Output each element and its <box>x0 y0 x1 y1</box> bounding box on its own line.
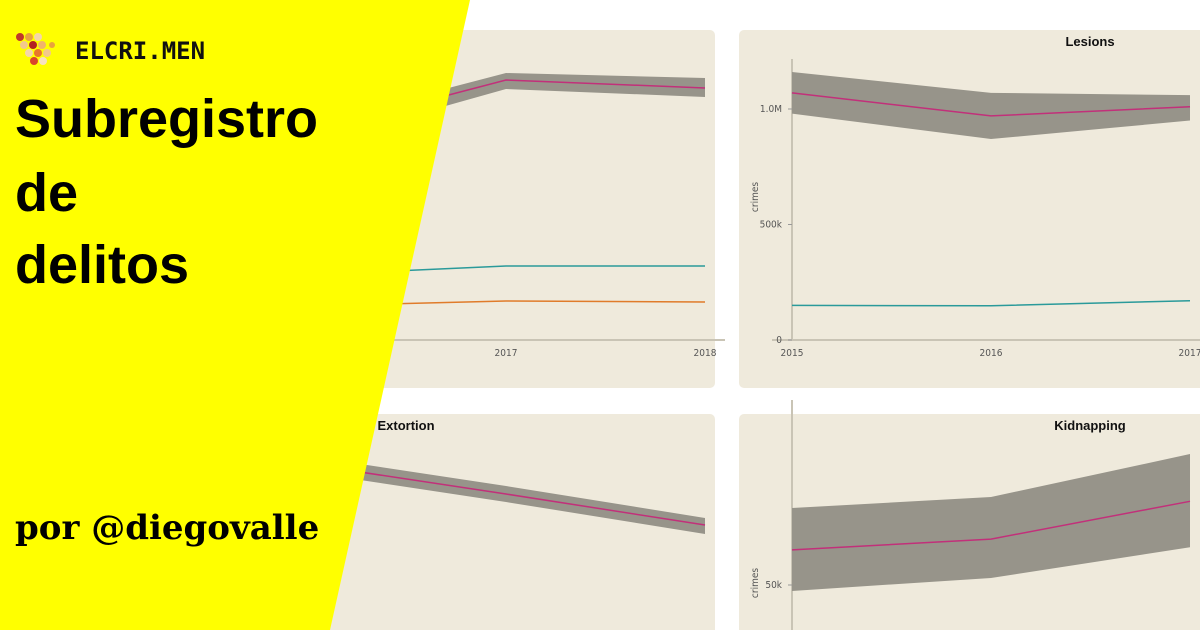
yellow-overlay <box>0 0 470 630</box>
chart: Extortion <box>306 418 706 534</box>
series-line <box>791 500 1191 551</box>
y-tick-label: 1.0M <box>760 104 782 115</box>
author: por @diegovalle <box>15 508 319 548</box>
headline-line: de <box>15 163 78 223</box>
x-tick-label: 2017 <box>1179 348 1200 359</box>
series-line <box>791 299 1191 307</box>
uncertainty-band <box>792 454 1190 591</box>
y-tick-label: 50k <box>765 580 782 591</box>
chart: Lesions crimes 0 500k 1.0M 2015 2016 2017 <box>750 34 1200 359</box>
y-tick-label: 500k <box>760 220 783 231</box>
x-tick-label: 2016 <box>980 348 1003 359</box>
uncertainty-band <box>307 456 705 534</box>
series-line <box>791 92 1191 117</box>
headline-line: Subregistro <box>15 89 318 149</box>
chart: Kidnapping crimes 50k <box>750 400 1191 630</box>
headline-line: delitos <box>15 235 189 295</box>
uncertainty-band <box>307 73 705 145</box>
uncertainty-band <box>792 72 1190 140</box>
x-tick-label: 2018 <box>694 348 717 359</box>
chart-title: Kidnapping <box>1054 418 1126 433</box>
logo-icon <box>16 33 55 65</box>
y-tick-label: 0 <box>776 335 782 346</box>
y-axis-label: crimes <box>750 182 761 212</box>
y-axis-label: crimes <box>750 568 761 598</box>
chart-title: Lesions <box>1065 34 1114 49</box>
x-tick-label: 2015 <box>781 348 804 359</box>
brand: ELCRI.MEN <box>75 37 205 65</box>
x-tick-label: 2017 <box>495 348 518 359</box>
series-line <box>306 463 706 526</box>
chart-title: Extortion <box>377 418 434 433</box>
